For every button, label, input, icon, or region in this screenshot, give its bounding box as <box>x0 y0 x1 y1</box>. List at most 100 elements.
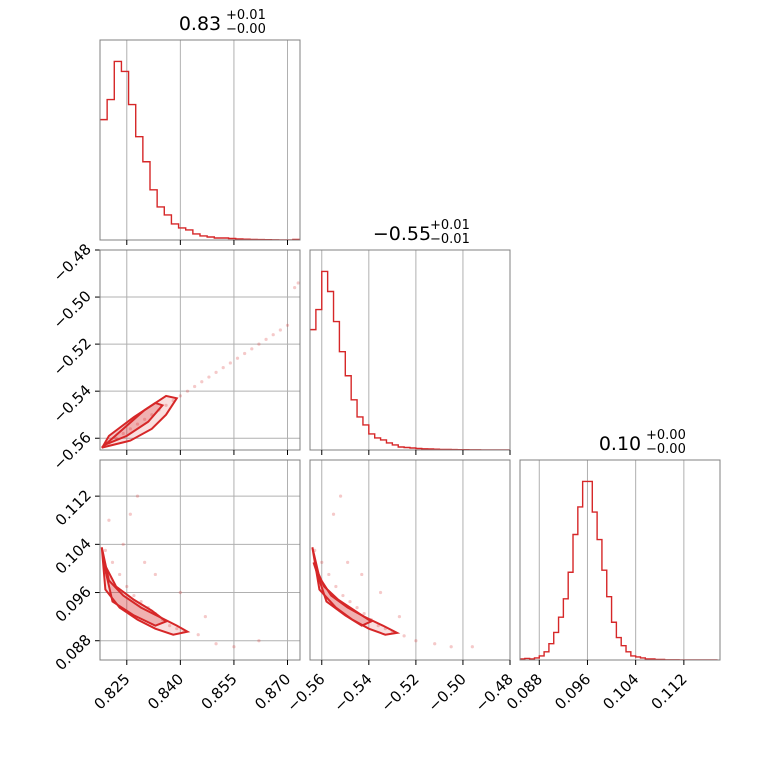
y-tick-label: −0.48 <box>50 240 95 285</box>
sample-point <box>355 605 359 610</box>
sample-point <box>360 572 364 577</box>
panel-row2-col2: −0.55+0.01−0.01 <box>309 218 511 455</box>
sample-point <box>338 494 343 498</box>
panel-frame <box>309 459 511 661</box>
panel-title: 0.83 <box>179 13 221 35</box>
y-tick-label: 0.096 <box>52 583 95 626</box>
panel-frame <box>99 459 301 661</box>
panel-row1-col1: 0.83 +0.01−0.00 <box>99 8 301 245</box>
sample-point <box>320 560 324 565</box>
x-tick-label: −0.56 <box>283 670 328 715</box>
sample-point <box>139 599 143 604</box>
y-tick-label: −0.54 <box>50 381 95 426</box>
sample-point <box>118 572 122 577</box>
sample-point <box>341 593 345 598</box>
plot-area <box>100 494 261 649</box>
sample-point <box>285 323 290 327</box>
sample-point <box>228 361 232 365</box>
x-tick-label: 0.840 <box>144 670 187 713</box>
panel-row3-col2: −0.56 −0.54 −0.52 −0.50 −0.48 <box>283 459 517 715</box>
sample-point <box>196 633 200 637</box>
sample-point <box>128 512 132 516</box>
y-tick-label: 0.088 <box>52 631 95 674</box>
sample-point <box>168 624 172 628</box>
sample-point <box>257 639 261 643</box>
contour-outer <box>101 394 179 449</box>
sample-point <box>232 645 236 649</box>
sample-point <box>214 370 218 374</box>
contour-outer <box>100 547 191 636</box>
x-tick-label: −0.52 <box>377 670 422 715</box>
sample-point <box>103 548 107 552</box>
panel-frame <box>519 459 721 661</box>
sample-point <box>433 642 437 646</box>
panel-title: −0.55 <box>373 223 431 245</box>
title-minus-error: −0.01 <box>430 232 470 247</box>
sample-point <box>235 356 240 360</box>
title-minus-error: −0.00 <box>226 22 266 37</box>
x-tick-label: 0.825 <box>91 670 134 713</box>
sample-point <box>207 375 211 379</box>
sample-point <box>135 422 140 426</box>
contour-inner <box>101 401 165 448</box>
sample-point <box>214 642 218 646</box>
sample-point <box>107 518 111 522</box>
sample-point <box>243 351 247 356</box>
sample-point <box>128 427 132 431</box>
plot-area <box>311 494 474 649</box>
sample-point <box>327 572 331 577</box>
histogram-step-line <box>310 270 510 450</box>
sample-point <box>402 634 406 638</box>
panel-frame <box>99 39 301 241</box>
sample-point <box>271 333 275 337</box>
panel-title: 0.10 <box>599 433 641 455</box>
title-plus-error: +0.01 <box>226 8 266 23</box>
x-tick-label: 0.104 <box>599 670 642 713</box>
sample-point <box>110 560 115 565</box>
y-tick-label: −0.50 <box>50 287 95 332</box>
y-tick-label: 0.104 <box>52 534 95 577</box>
panel-frame <box>309 249 511 451</box>
sample-point <box>132 593 136 598</box>
sample-point <box>278 328 282 332</box>
y-tick-label: −0.52 <box>50 334 95 379</box>
sample-point <box>135 494 140 498</box>
sample-point <box>221 366 225 370</box>
sample-point <box>143 560 147 565</box>
histogram-step-line <box>100 60 300 240</box>
sample-point <box>346 560 350 565</box>
sample-point <box>121 431 125 436</box>
sample-point <box>257 342 261 346</box>
sample-point <box>296 281 300 285</box>
sample-point <box>193 384 197 389</box>
sample-point <box>331 512 336 516</box>
x-tick-label: 0.855 <box>198 670 241 713</box>
sample-point <box>125 584 129 589</box>
sample-point <box>334 584 338 589</box>
title-minus-error: −0.00 <box>646 442 686 457</box>
sample-point <box>250 347 254 351</box>
x-tick-label: −0.50 <box>425 670 470 715</box>
sample-point <box>362 612 366 616</box>
contour-inner <box>312 562 374 627</box>
sample-point <box>178 590 182 595</box>
sample-point <box>348 599 352 604</box>
panel-row3-col3: 0.10 +0.00−0.000.088 0.096 0.104 0.112 <box>503 428 721 713</box>
sample-point <box>143 417 147 422</box>
x-tick-label: 0.112 <box>648 670 691 713</box>
panel-frame <box>99 249 301 451</box>
panel-row2-col1: −0.48−0.50−0.52−0.54−0.56 <box>50 240 301 474</box>
sample-point <box>175 627 179 631</box>
sample-point <box>414 639 418 643</box>
sample-point <box>203 615 207 619</box>
sample-point <box>264 337 268 342</box>
sample-point <box>397 615 402 619</box>
sample-point <box>185 389 190 393</box>
contour-inner <box>102 561 169 627</box>
y-tick-label: −0.56 <box>50 428 95 473</box>
sample-point <box>293 286 297 290</box>
sample-point <box>449 645 453 649</box>
sample-point <box>200 380 204 384</box>
x-tick-label: 0.096 <box>551 670 594 713</box>
